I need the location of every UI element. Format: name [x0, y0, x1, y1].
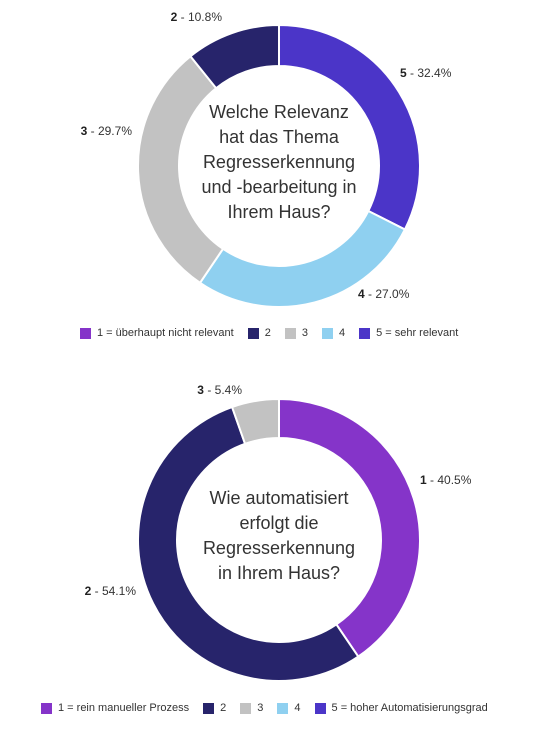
legend-item: 3 [284, 327, 308, 339]
relevance-donut-svg: 5 - 32.4% 4 - 27.0% 3 - 29.7% 2 - 10.8% Welc… [81, 10, 452, 308]
legend-label: 5 = sehr relevant [376, 327, 459, 339]
donut-center-title: Wie automatisiert erfolgt die Regresserken… [203, 488, 355, 583]
legend-swatch [80, 327, 91, 339]
relevance-legend: 1 = überhaupt nicht relevant 2 3 4 5 = sehr … [80, 327, 458, 339]
legend-swatch [277, 702, 289, 714]
legend-label: 4 [338, 327, 346, 339]
slice-label-3: 3 - 29.7% [81, 124, 133, 138]
legend-swatch [203, 702, 215, 714]
legend-swatch [247, 327, 259, 339]
legend-item: 3 [240, 702, 263, 714]
legend-swatch [240, 702, 252, 714]
legend-label: 3 [257, 702, 264, 714]
legend-item: 1 = rein manueller Prozess [41, 702, 189, 714]
legend-swatch [41, 702, 52, 714]
donut-slice-2 [137, 405, 360, 682]
legend-swatch [321, 327, 333, 339]
donut-slice-3 [230, 397, 280, 446]
legend-swatch [284, 327, 296, 339]
automation-donut-svg: 1 - 40.5% 2 - 54.1% 3 - 5.4% Wie automatisi… [85, 383, 472, 682]
legend-swatch [314, 702, 326, 714]
slice-label-3: 3 - 5.4% [197, 383, 242, 397]
legend-swatch [359, 327, 371, 339]
donut-slice-2 [189, 23, 280, 90]
automation-legend: 1 = rein manueller Prozess 2 3 4 5 = hoher A… [41, 702, 488, 714]
donut-slice-1 [278, 397, 421, 659]
legend-label: 1 = rein manueller Prozess [58, 702, 190, 714]
legend-item: 1 = überhaupt nicht relevant [80, 327, 234, 339]
relevance-donut-chart: 5 - 32.4% 4 - 27.0% 3 - 29.7% 2 - 10.8% Welc… [0, 0, 552, 350]
donut-center-title: Welche Relevanz hat das Thema Regresserken… [201, 102, 356, 222]
legend-item: 5 = sehr relevant [359, 327, 458, 339]
legend-label: 4 [294, 702, 301, 714]
legend-item: 5 = hoher Automatisierungsgrad [314, 702, 488, 714]
slice-label-1: 1 - 40.5% [420, 473, 472, 487]
legend-label: 2 [264, 327, 271, 339]
legend-label: 2 [220, 702, 227, 714]
legend-label: 3 [301, 327, 308, 339]
legend-label: 5 = hoher Automatisierungsgrad [331, 702, 488, 714]
donut-slice-5 [278, 23, 421, 231]
legend-item: 4 [321, 327, 346, 339]
slice-label-4: 4 - 27.0% [358, 287, 410, 301]
slice-label-2: 2 - 10.8% [171, 10, 223, 24]
slice-label-5: 5 - 32.4% [400, 66, 452, 80]
legend-item: 2 [247, 327, 271, 339]
automation-donut-chart: 1 - 40.5% 2 - 54.1% 3 - 5.4% Wie automatisi… [0, 370, 552, 736]
legend-item: 4 [277, 702, 301, 714]
legend-label: 1 = überhaupt nicht relevant [97, 327, 234, 339]
slice-label-2: 2 - 54.1% [85, 584, 137, 598]
legend-item: 2 [203, 702, 226, 714]
